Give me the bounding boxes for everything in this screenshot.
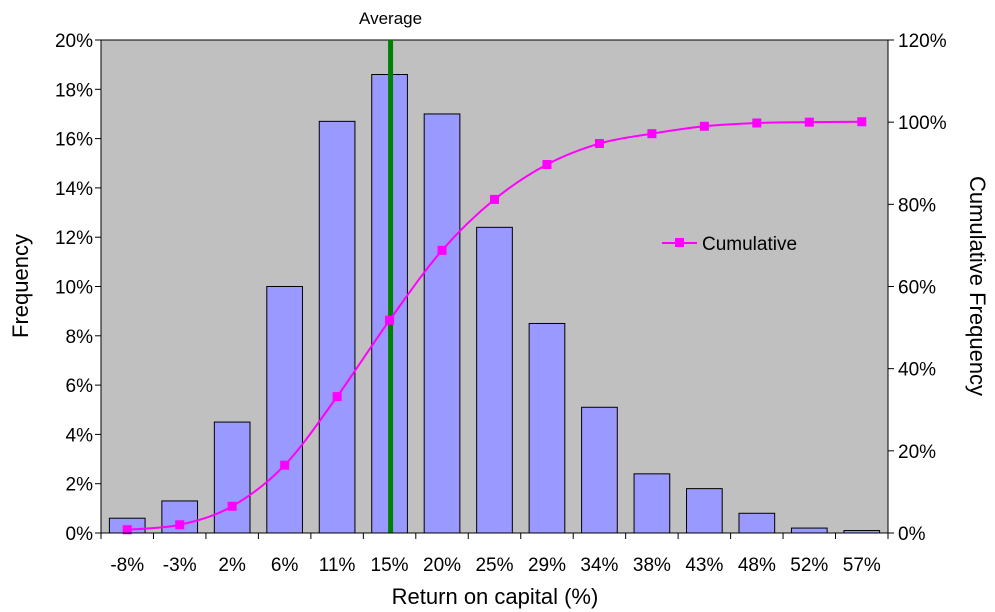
x-tick-label-2: 2%	[218, 555, 246, 576]
bar-4	[318, 120, 356, 534]
y2-tick-label-6: 120%	[898, 31, 947, 52]
y2-tick-label-0: 0%	[898, 524, 926, 545]
x-tick-label-14: 57%	[843, 555, 881, 576]
x-tick-label-10: 38%	[633, 555, 671, 576]
cumulative-point-5	[385, 315, 395, 325]
x-tick-label-0: -8%	[110, 555, 144, 576]
legend-label-cumulative: Cumulative	[702, 234, 797, 255]
y-tick-label-9: 18%	[55, 80, 93, 101]
cumulative-point-14	[857, 117, 867, 127]
cumulative-point-6	[437, 245, 447, 255]
y-tick-label-1: 2%	[66, 475, 94, 496]
average-label: Average	[359, 9, 422, 28]
cumulative-point-9	[594, 139, 604, 149]
x-tick-label-3: 6%	[271, 555, 299, 576]
cumulative-point-1	[175, 520, 185, 530]
bar-3	[266, 286, 303, 534]
y2-tick-label-4: 80%	[898, 195, 936, 216]
cumulative-point-8	[542, 159, 552, 169]
bar-9	[581, 406, 618, 534]
bar-11	[686, 488, 723, 534]
y-tick-label-3: 6%	[66, 376, 94, 397]
bar-6	[423, 113, 461, 534]
bar-13	[790, 527, 828, 534]
cumulative-point-10	[647, 129, 657, 139]
y2-axis-title: Cumulative Frequency	[965, 176, 990, 396]
y-tick-label-10: 20%	[55, 31, 93, 52]
cumulative-point-13	[804, 117, 814, 127]
y-tick-label-6: 12%	[55, 228, 93, 249]
y-axis-title: Frequency	[8, 234, 33, 338]
y2-tick-label-2: 40%	[898, 360, 936, 381]
x-tick-label-8: 29%	[528, 555, 566, 576]
bar-12	[738, 512, 776, 534]
x-tick-label-6: 20%	[423, 555, 461, 576]
y2-tick-label-3: 60%	[898, 278, 936, 299]
x-tick-label-1: -3%	[163, 555, 197, 576]
cumulative-point-12	[752, 118, 762, 128]
x-tick-label-4: 11%	[319, 555, 356, 576]
y-tick-label-4: 8%	[66, 327, 94, 348]
cumulative-point-7	[490, 194, 499, 204]
bar-2	[213, 421, 251, 534]
y2-tick-label-1: 20%	[898, 442, 936, 463]
bar-7	[476, 226, 513, 534]
y-tick-label-2: 4%	[66, 425, 94, 446]
cumulative-line	[127, 120, 862, 531]
y2-tick-label-5: 100%	[898, 113, 947, 134]
x-tick-label-7: 25%	[475, 555, 513, 576]
y-tick-label-7: 14%	[55, 179, 93, 200]
y-tick-label-5: 10%	[55, 278, 93, 299]
cumulative-point-4	[332, 392, 342, 402]
cumulative-point-11	[699, 121, 709, 131]
cumulative-point-3	[280, 460, 290, 470]
x-tick-label-11: 43%	[685, 555, 723, 576]
x-tick-label-12: 48%	[738, 555, 776, 576]
x-tick-label-5: 15%	[371, 555, 409, 576]
bar-8	[528, 322, 566, 534]
x-axis-title: Return on capital (%)	[392, 584, 599, 609]
cumulative-point-2	[227, 501, 237, 511]
x-tick-label-13: 52%	[790, 555, 828, 576]
cumulative-point-0	[122, 525, 132, 535]
legend: Cumulative	[662, 234, 797, 255]
bar-10	[633, 473, 671, 534]
y-tick-label-8: 16%	[55, 130, 93, 151]
x-tick-label-9: 34%	[580, 555, 618, 576]
y-tick-label-0: 0%	[66, 524, 94, 545]
